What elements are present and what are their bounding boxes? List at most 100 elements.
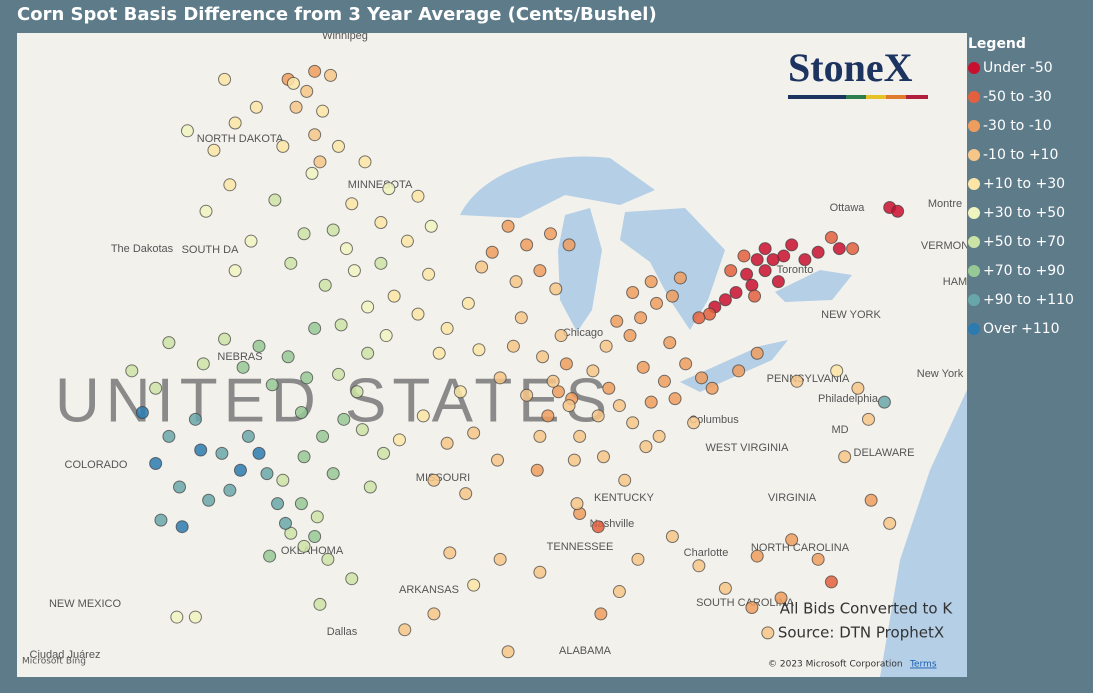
basis-point bbox=[374, 256, 388, 270]
basis-point bbox=[612, 399, 626, 413]
basis-point bbox=[427, 607, 441, 621]
basis-point bbox=[626, 416, 640, 430]
place-label: TENNESSEE bbox=[547, 541, 614, 553]
logo-bar bbox=[846, 95, 866, 99]
basis-point bbox=[249, 100, 263, 114]
basis-point bbox=[326, 223, 340, 237]
legend-swatch bbox=[968, 236, 980, 248]
legend-swatch bbox=[968, 178, 980, 190]
legend-label: -30 to -10 bbox=[983, 118, 1052, 134]
terms-link[interactable]: Terms bbox=[909, 660, 937, 670]
basis-point bbox=[215, 446, 229, 460]
basis-point bbox=[634, 311, 648, 325]
basis-point bbox=[265, 378, 279, 392]
basis-point bbox=[313, 155, 327, 169]
place-label: KENTUCKY bbox=[594, 492, 655, 504]
basis-point bbox=[387, 289, 401, 303]
basis-point bbox=[705, 381, 719, 395]
basis-point bbox=[170, 610, 184, 624]
basis-point bbox=[339, 242, 353, 256]
basis-point bbox=[228, 264, 242, 278]
basis-point bbox=[374, 216, 388, 230]
lake-superior bbox=[460, 156, 655, 218]
basis-point bbox=[650, 296, 663, 310]
logo-bar bbox=[788, 95, 846, 99]
place-label: WEST VIRGINIA bbox=[706, 442, 790, 454]
basis-point bbox=[652, 429, 666, 443]
basis-point bbox=[758, 242, 772, 256]
basis-point bbox=[252, 446, 266, 460]
place-label: ALABAMA bbox=[559, 645, 612, 657]
basis-point bbox=[830, 364, 844, 378]
basis-point bbox=[453, 385, 467, 399]
place-label: PENNSYLVANIA bbox=[767, 373, 850, 385]
basis-point bbox=[509, 275, 523, 289]
basis-point bbox=[644, 395, 658, 409]
place-label: Chicago bbox=[563, 327, 603, 339]
place-label: DELAWARE bbox=[854, 447, 915, 459]
basis-point bbox=[345, 197, 359, 211]
basis-point bbox=[284, 526, 298, 540]
basis-point bbox=[811, 245, 825, 259]
place-label: Dallas bbox=[327, 626, 358, 638]
basis-point bbox=[631, 552, 645, 566]
logo-box bbox=[780, 48, 940, 110]
basis-point bbox=[536, 350, 550, 364]
basis-point bbox=[665, 289, 679, 303]
legend-label: +70 to +90 bbox=[983, 263, 1065, 279]
basis-point bbox=[623, 329, 637, 343]
basis-point bbox=[657, 374, 671, 388]
basis-point bbox=[308, 321, 322, 335]
basis-point bbox=[737, 249, 751, 263]
basis-point bbox=[891, 204, 905, 218]
basis-point bbox=[379, 329, 393, 343]
basis-point bbox=[345, 572, 359, 586]
basis-point bbox=[562, 399, 576, 413]
basis-point bbox=[864, 493, 878, 507]
basis-point bbox=[824, 575, 838, 589]
basis-point bbox=[308, 128, 322, 142]
basis-point bbox=[724, 264, 738, 278]
basis-point bbox=[467, 426, 481, 440]
basis-point bbox=[811, 552, 825, 566]
basis-point bbox=[263, 549, 277, 563]
basis-point bbox=[276, 139, 290, 153]
basis-point bbox=[777, 249, 791, 263]
basis-point bbox=[347, 264, 361, 278]
place-label: SOUTH DA bbox=[182, 244, 240, 256]
basis-point bbox=[236, 360, 250, 374]
basis-point bbox=[173, 480, 186, 494]
basis-point bbox=[332, 139, 345, 153]
basis-point bbox=[851, 381, 865, 395]
place-label: HAM bbox=[943, 276, 967, 288]
basis-point bbox=[599, 339, 613, 353]
basis-point bbox=[350, 385, 364, 399]
basis-point bbox=[281, 350, 295, 364]
lake-huron bbox=[620, 208, 725, 330]
basis-point bbox=[326, 467, 340, 481]
basis-point bbox=[228, 116, 242, 130]
basis-point bbox=[355, 423, 369, 437]
legend-label: -50 to -30 bbox=[983, 89, 1052, 105]
basis-point bbox=[149, 457, 163, 471]
legend-label: +90 to +110 bbox=[983, 292, 1074, 308]
basis-point bbox=[602, 381, 616, 395]
basis-point bbox=[276, 473, 290, 487]
basis-point bbox=[785, 533, 799, 547]
basis-point bbox=[424, 219, 438, 233]
basis-point bbox=[416, 409, 430, 423]
place-label: NEW MEXICO bbox=[49, 598, 122, 610]
title: Corn Spot Basis Difference from 3 Year A… bbox=[17, 4, 657, 25]
basis-point bbox=[695, 371, 709, 385]
basis-point bbox=[223, 483, 237, 497]
basis-point bbox=[443, 546, 457, 560]
basis-point bbox=[324, 68, 338, 82]
basis-point bbox=[541, 409, 555, 423]
basis-point bbox=[432, 346, 446, 360]
basis-point bbox=[551, 385, 565, 399]
basis-point bbox=[422, 267, 436, 281]
ocean bbox=[880, 390, 967, 677]
basis-point bbox=[400, 234, 414, 248]
